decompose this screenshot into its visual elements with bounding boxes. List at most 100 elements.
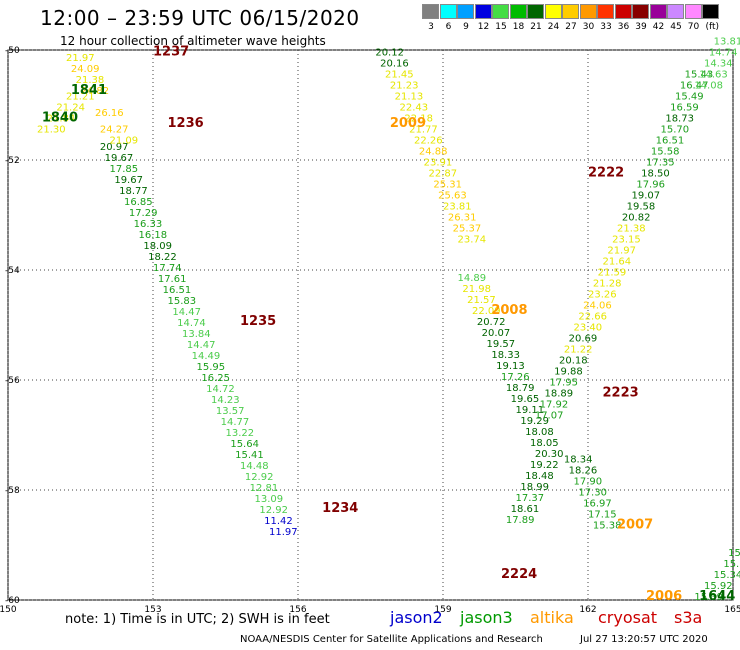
wave-height-label: 21.84 [47, 114, 76, 125]
wave-height-label: 16.25 [201, 373, 230, 384]
wave-height-label: 15.49 [675, 92, 704, 103]
wave-height-label: 19.13 [496, 361, 525, 372]
wave-height-label: 15.64 [230, 439, 259, 450]
colorbar-tick: 30 [582, 22, 595, 32]
pass-time-label: 2222 [588, 166, 624, 181]
pass-time-label: 2223 [603, 386, 639, 401]
colorbar-cell [439, 4, 457, 19]
wave-height-label: 16.85 [124, 197, 153, 208]
wave-height-label: 16.47 [680, 81, 709, 92]
wave-height-label: 13.84 [182, 329, 211, 340]
latitude-label: -60 [5, 596, 20, 606]
wave-height-label: 11.42 [264, 516, 293, 527]
wave-height-label: 15.83 [168, 296, 197, 307]
wave-height-label: 14.48 [240, 461, 269, 472]
wave-height-label: 14.74 [177, 318, 206, 329]
wave-height-label: 16.33 [134, 219, 163, 230]
wave-height-label: 17.29 [129, 208, 158, 219]
wave-height-label: 21.38 [617, 224, 646, 235]
latitude-label: -58 [5, 486, 20, 496]
wave-height-label: 15.38 [593, 521, 622, 532]
wave-height-label: 13.81 [714, 37, 740, 48]
wave-height-label: 20.18 [559, 356, 588, 367]
wave-height-label: 21.21 [66, 92, 95, 103]
wave-height-label: 23.26 [588, 290, 617, 301]
wave-height-label: 22.26 [414, 136, 443, 147]
colorbar-cell [492, 4, 509, 19]
wave-height-label: 20.12 [375, 48, 404, 59]
colorbar-tick: 9 [463, 22, 469, 32]
longitude-label: 150 [0, 605, 17, 615]
wave-height-label: 12.92 [259, 505, 288, 516]
pass-time-label: 1841 [71, 83, 107, 98]
wave-height-label: 13.09 [255, 494, 284, 505]
colorbar-cell [614, 4, 632, 19]
latitude-label: -50 [5, 46, 20, 56]
colorbar-cell [422, 4, 439, 19]
wave-height-label: 15.58 [651, 147, 680, 158]
wave-height-label: 20.16 [380, 59, 409, 70]
wave-height-label: 14.47 [187, 340, 216, 351]
wave-height-label: 16.97 [583, 499, 612, 510]
map-frame [7, 49, 734, 601]
wave-height-label: 12.81 [250, 483, 279, 494]
wave-height-label: 15.92 [704, 581, 733, 592]
colorbar-cell [667, 4, 684, 19]
colorbar-tick: 15 [495, 22, 507, 32]
longitude-label: 162 [579, 605, 596, 615]
wave-height-label: 14.74 [709, 48, 738, 59]
wave-height-label: 21.23 [390, 81, 419, 92]
pass-time-label: 1236 [168, 116, 204, 131]
wave-height-label: 21.30 [37, 125, 66, 136]
pass-time-label: 1235 [240, 314, 276, 329]
wave-height-label: 17.37 [516, 493, 545, 504]
colorbar-tick: 45 [670, 22, 682, 32]
colorbar-cell [457, 4, 474, 19]
wave-height-label: 21.45 [385, 70, 414, 81]
wave-height-label: 18.79 [506, 383, 535, 394]
colorbar-cell [527, 4, 544, 19]
wave-height-label: 21.98 [462, 284, 491, 295]
pass-time-label: 2009 [390, 116, 426, 131]
wave-height-label: 17.96 [636, 180, 665, 191]
colorbar-tick: 42 [652, 22, 665, 32]
wave-height-label: 13.57 [216, 406, 245, 417]
wave-height-label: 15.39 [694, 592, 723, 603]
colorbar-cell [597, 4, 614, 19]
wave-height-label: 20.07 [482, 328, 511, 339]
wave-height-label: 15.34 [714, 570, 740, 581]
wave-height-label: 23.15 [612, 235, 641, 246]
wave-height-label: 18.22 [148, 252, 177, 263]
wave-height-label: 21.59 [598, 268, 627, 279]
wave-height-label: 17.30 [578, 488, 607, 499]
latitude-label: -56 [5, 376, 20, 386]
colorbar-tick: 27 [565, 22, 577, 32]
credit-text: NOAA/NESDIS Center for Satellite Applica… [240, 634, 543, 645]
wave-height-label: 18.05 [530, 438, 559, 449]
wave-height-label: 14.49 [192, 351, 221, 362]
colorbar-tick: 39 [635, 22, 647, 32]
colorbar-cell [509, 4, 527, 19]
wave-height-label: 18.26 [569, 466, 598, 477]
wave-height-label: 21.24 [56, 103, 85, 114]
pass-time-label: 2008 [491, 303, 527, 318]
wave-height-label: 21.09 [110, 136, 139, 147]
wave-height-label: 15 [728, 548, 740, 559]
wave-height-label: 18.09 [143, 241, 172, 252]
wave-height-label: 19.29 [520, 416, 549, 427]
map-subtitle: 12 hour collection of altimeter wave hei… [60, 34, 326, 48]
wave-height-label: 22.18 [404, 114, 433, 125]
wave-height-label: 17.07 [535, 411, 564, 422]
pass-time-label: 1234 [322, 501, 358, 516]
wave-height-label: 14.77 [221, 417, 250, 428]
colorbar-cell [684, 4, 702, 19]
wave-height-label: 22.87 [429, 169, 458, 180]
wave-height-label: 19.07 [632, 191, 661, 202]
wave-height-label: 24.27 [100, 125, 129, 136]
pass-time-label: 2224 [501, 567, 537, 582]
colorbar-cell [649, 4, 667, 19]
colorbar-tick: 21 [530, 22, 542, 32]
wave-height-label: 15.95 [197, 362, 226, 373]
wave-height-label: 23.40 [574, 323, 603, 334]
colorbar-tick: 36 [617, 22, 630, 32]
